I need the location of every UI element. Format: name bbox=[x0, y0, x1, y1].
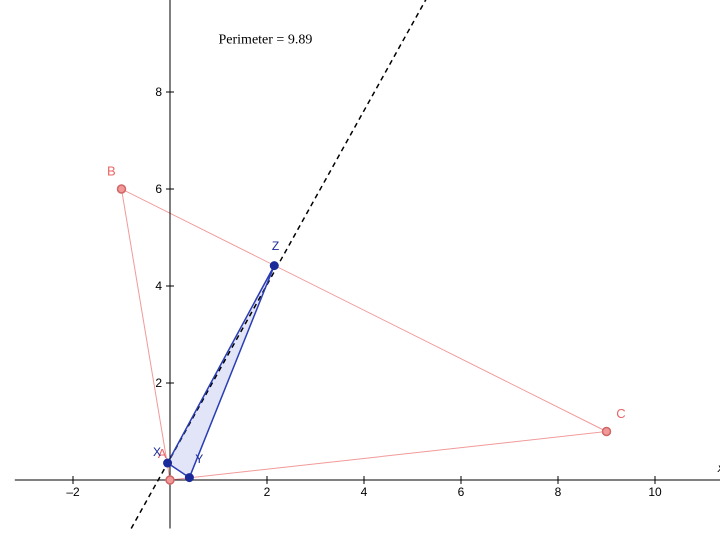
perimeter-label: Perimeter = 9.89 bbox=[219, 33, 313, 48]
outer-point-label-b: B bbox=[107, 163, 116, 178]
x-tick-label: –2 bbox=[66, 485, 80, 499]
inner-point-label-z: Z bbox=[272, 239, 279, 253]
inner-point-z[interactable] bbox=[270, 261, 279, 270]
outer-point-c[interactable] bbox=[603, 428, 611, 436]
x-tick-label: 8 bbox=[555, 485, 562, 499]
x-tick-label: 6 bbox=[458, 485, 465, 499]
inner-point-label-x: X bbox=[153, 445, 161, 459]
geometry-plot: –224681024681012xyABCXYZPerimeter = 9.89 bbox=[0, 0, 720, 540]
y-tick-label: 10 bbox=[149, 0, 163, 2]
inner-point-label-y: Y bbox=[195, 452, 203, 466]
inner-point-x[interactable] bbox=[163, 459, 172, 468]
outer-point-label-c: C bbox=[616, 406, 625, 421]
x-tick-label: 10 bbox=[648, 485, 662, 499]
y-tick-label: 6 bbox=[155, 182, 162, 196]
x-tick-label: 4 bbox=[361, 485, 368, 499]
y-tick-label: 4 bbox=[155, 279, 162, 293]
x-tick-label: 2 bbox=[264, 485, 271, 499]
y-tick-label: 8 bbox=[155, 85, 162, 99]
y-tick-label: 2 bbox=[155, 376, 162, 390]
outer-point-b[interactable] bbox=[118, 185, 126, 193]
inner-point-y[interactable] bbox=[185, 473, 194, 482]
outer-point-a[interactable] bbox=[166, 476, 174, 484]
